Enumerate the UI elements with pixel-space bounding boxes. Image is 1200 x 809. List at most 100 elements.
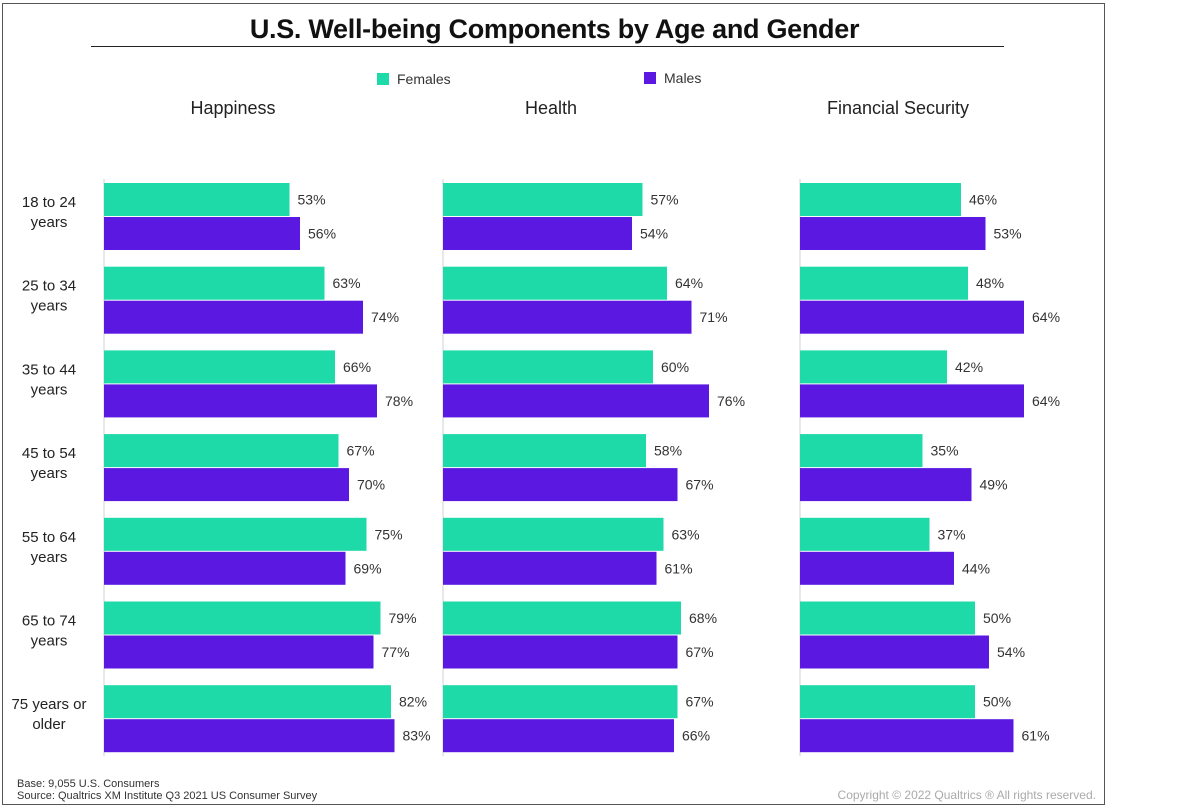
bar-financial-security-females-2 <box>800 266 968 300</box>
bar-financial-security-females-7 <box>800 685 975 719</box>
bar-happiness-males-7 <box>104 719 395 753</box>
bar-financial-security-females-6 <box>800 601 975 635</box>
panel-title-happiness: Happiness <box>190 98 275 118</box>
bar-happiness-males-1 <box>104 217 300 250</box>
bar-financial-security-males-7 <box>800 719 1014 753</box>
data-label-health-males-2: 71% <box>700 309 728 325</box>
bar-financial-security-males-1 <box>800 217 986 250</box>
bar-health-females-1 <box>443 183 643 216</box>
data-label-health-females-7: 67% <box>686 694 714 710</box>
chart-frame: U.S. Well-being Components by Age and Ge… <box>2 3 1105 805</box>
data-label-health-females-5: 63% <box>672 526 700 542</box>
legend-label-males: Males <box>664 70 702 86</box>
bar-happiness-females-3 <box>104 350 335 384</box>
data-label-financial-security-males-5: 44% <box>962 560 990 576</box>
bar-financial-security-females-3 <box>800 350 947 384</box>
bar-financial-security-females-5 <box>800 517 930 551</box>
legend-item-females: Females <box>377 71 451 87</box>
legend-swatch-males <box>644 72 656 84</box>
bar-health-males-1 <box>443 217 632 250</box>
category-label-4-2: years <box>31 465 68 482</box>
data-label-health-males-5: 61% <box>665 560 693 576</box>
bar-happiness-males-3 <box>104 384 377 418</box>
data-label-financial-security-males-7: 61% <box>1022 728 1050 744</box>
data-label-health-males-6: 67% <box>686 644 714 660</box>
bar-happiness-males-6 <box>104 635 374 669</box>
category-label-2-2: years <box>31 298 68 315</box>
data-label-financial-security-females-6: 50% <box>983 610 1011 626</box>
bar-health-males-2 <box>443 300 692 334</box>
data-label-happiness-males-5: 69% <box>354 560 382 576</box>
panel-title-health: Health <box>525 98 577 118</box>
data-label-health-males-1: 54% <box>640 226 668 242</box>
title-rule <box>91 46 1004 47</box>
data-label-health-males-4: 67% <box>686 477 714 493</box>
category-label-6-1: 65 to 74 <box>22 613 76 630</box>
footer-source: Source: Qualtrics XM Institute Q3 2021 U… <box>17 790 318 802</box>
bar-health-females-6 <box>443 601 681 635</box>
bar-financial-security-females-1 <box>800 183 961 216</box>
bar-financial-security-males-2 <box>800 300 1024 334</box>
data-label-financial-security-males-4: 49% <box>980 477 1008 493</box>
data-label-happiness-males-7: 83% <box>403 728 431 744</box>
data-label-financial-security-males-1: 53% <box>994 226 1022 242</box>
data-label-happiness-males-2: 74% <box>371 309 399 325</box>
bar-health-females-4 <box>443 434 646 468</box>
data-label-financial-security-males-6: 54% <box>997 644 1025 660</box>
data-label-happiness-males-6: 77% <box>382 644 410 660</box>
data-label-financial-security-females-3: 42% <box>955 359 983 375</box>
data-label-health-males-3: 76% <box>717 393 745 409</box>
bar-happiness-males-2 <box>104 300 363 334</box>
data-label-happiness-females-5: 75% <box>375 526 403 542</box>
data-label-health-females-1: 57% <box>651 192 679 208</box>
data-label-financial-security-females-5: 37% <box>938 526 966 542</box>
panel-title-financial-security: Financial Security <box>827 98 969 118</box>
bar-health-females-3 <box>443 350 653 384</box>
data-label-health-females-2: 64% <box>675 275 703 291</box>
data-label-health-males-7: 66% <box>682 728 710 744</box>
data-label-financial-security-females-1: 46% <box>969 192 997 208</box>
category-label-1-2: years <box>31 214 68 231</box>
data-label-happiness-males-4: 70% <box>357 477 385 493</box>
category-label-7-2: older <box>32 716 65 733</box>
bar-health-males-6 <box>443 635 678 669</box>
footer-copyright: Copyright © 2022 Qualtrics ® All rights … <box>837 788 1096 802</box>
category-label-1-1: 18 to 24 <box>22 194 76 211</box>
category-label-6-2: years <box>31 633 68 650</box>
data-label-financial-security-males-3: 64% <box>1032 393 1060 409</box>
data-label-happiness-females-2: 63% <box>333 275 361 291</box>
chart-plot: Happiness Health Financial Security 18 to 2… <box>11 98 1060 757</box>
category-label-3-1: 35 to 44 <box>22 361 76 378</box>
bar-health-males-4 <box>443 468 678 502</box>
data-label-happiness-females-3: 66% <box>343 359 371 375</box>
category-label-7-1: 75 years or <box>11 696 86 713</box>
bar-happiness-males-5 <box>104 551 346 585</box>
data-label-health-females-6: 68% <box>689 610 717 626</box>
data-label-happiness-females-6: 79% <box>389 610 417 626</box>
data-label-happiness-females-4: 67% <box>347 443 375 459</box>
data-label-happiness-females-1: 53% <box>298 192 326 208</box>
data-label-health-females-4: 58% <box>654 443 682 459</box>
category-label-2-1: 25 to 34 <box>22 278 76 295</box>
category-label-5-2: years <box>31 549 68 566</box>
legend-item-males: Males <box>644 70 701 86</box>
data-label-health-females-3: 60% <box>661 359 689 375</box>
bar-financial-security-males-6 <box>800 635 989 669</box>
category-label-5-1: 55 to 64 <box>22 529 76 546</box>
bar-happiness-males-4 <box>104 468 349 502</box>
bar-health-males-3 <box>443 384 709 418</box>
bar-happiness-females-1 <box>104 183 290 216</box>
data-label-happiness-males-1: 56% <box>308 226 336 242</box>
bar-health-males-7 <box>443 719 674 753</box>
legend-swatch-females <box>377 73 389 85</box>
bar-financial-security-males-5 <box>800 551 954 585</box>
bar-financial-security-males-4 <box>800 468 972 502</box>
data-label-financial-security-females-7: 50% <box>983 694 1011 710</box>
legend-label-females: Females <box>397 71 451 87</box>
category-label-3-2: years <box>31 381 68 398</box>
bar-health-males-5 <box>443 551 657 585</box>
bar-happiness-females-4 <box>104 434 339 468</box>
bar-financial-security-females-4 <box>800 434 923 468</box>
bar-health-females-5 <box>443 517 664 551</box>
chart-title: U.S. Well-being Components by Age and Ge… <box>249 14 860 44</box>
